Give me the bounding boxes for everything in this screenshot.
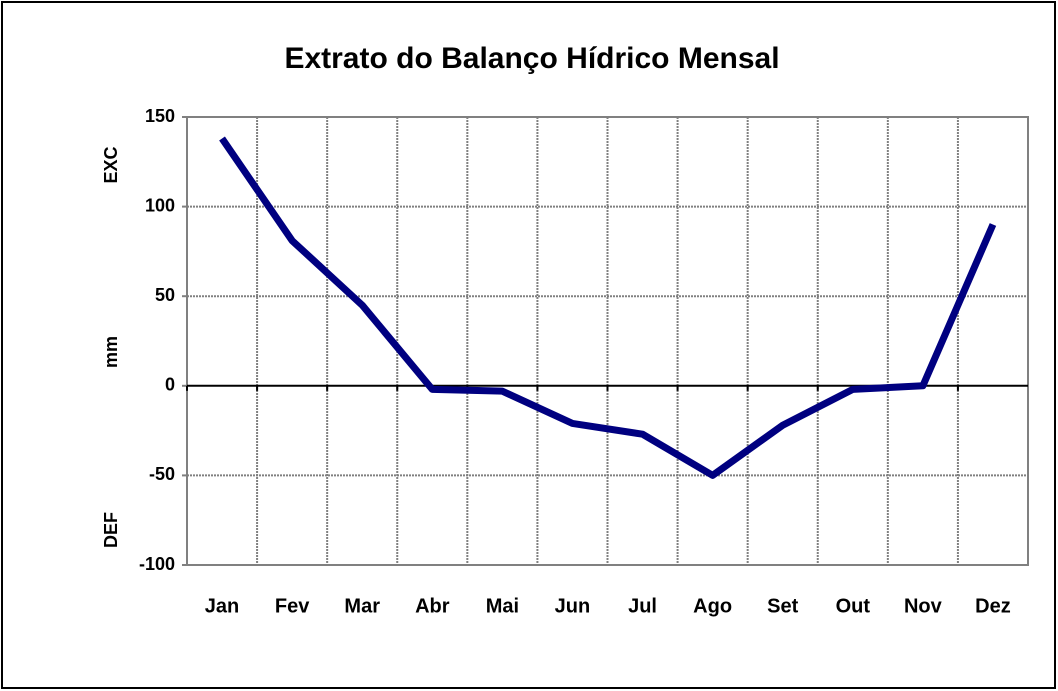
- x-tick-label: Mar: [344, 595, 380, 617]
- x-tick-label: Nov: [904, 595, 943, 617]
- x-tick-label: Dez: [975, 595, 1011, 617]
- x-tick-label: Out: [836, 595, 871, 617]
- y-annotation: EXC: [101, 146, 121, 183]
- x-tick-label: Ago: [693, 595, 732, 617]
- x-tick-label: Mai: [486, 595, 519, 617]
- chart-title: Extrato do Balanço Hídrico Mensal: [284, 42, 779, 75]
- y-tick-label: 100: [145, 195, 175, 215]
- y-tick-label: -100: [139, 554, 175, 574]
- x-tick-label: Jan: [205, 595, 239, 617]
- y-annotation: DEF: [101, 512, 121, 548]
- x-tick-label: Fev: [275, 595, 310, 617]
- y-tick-label: 50: [155, 285, 175, 305]
- y-tick-label: -50: [149, 464, 175, 484]
- x-tick-label: Set: [767, 595, 798, 617]
- x-tick-label: Abr: [415, 595, 450, 617]
- y-tick-label: 150: [145, 106, 175, 126]
- x-tick-label: Jul: [628, 595, 657, 617]
- y-tick-label: 0: [165, 375, 175, 395]
- x-tick-label: Jun: [555, 595, 591, 617]
- series-line: [219, 136, 997, 479]
- y-annotation: mm: [101, 336, 121, 368]
